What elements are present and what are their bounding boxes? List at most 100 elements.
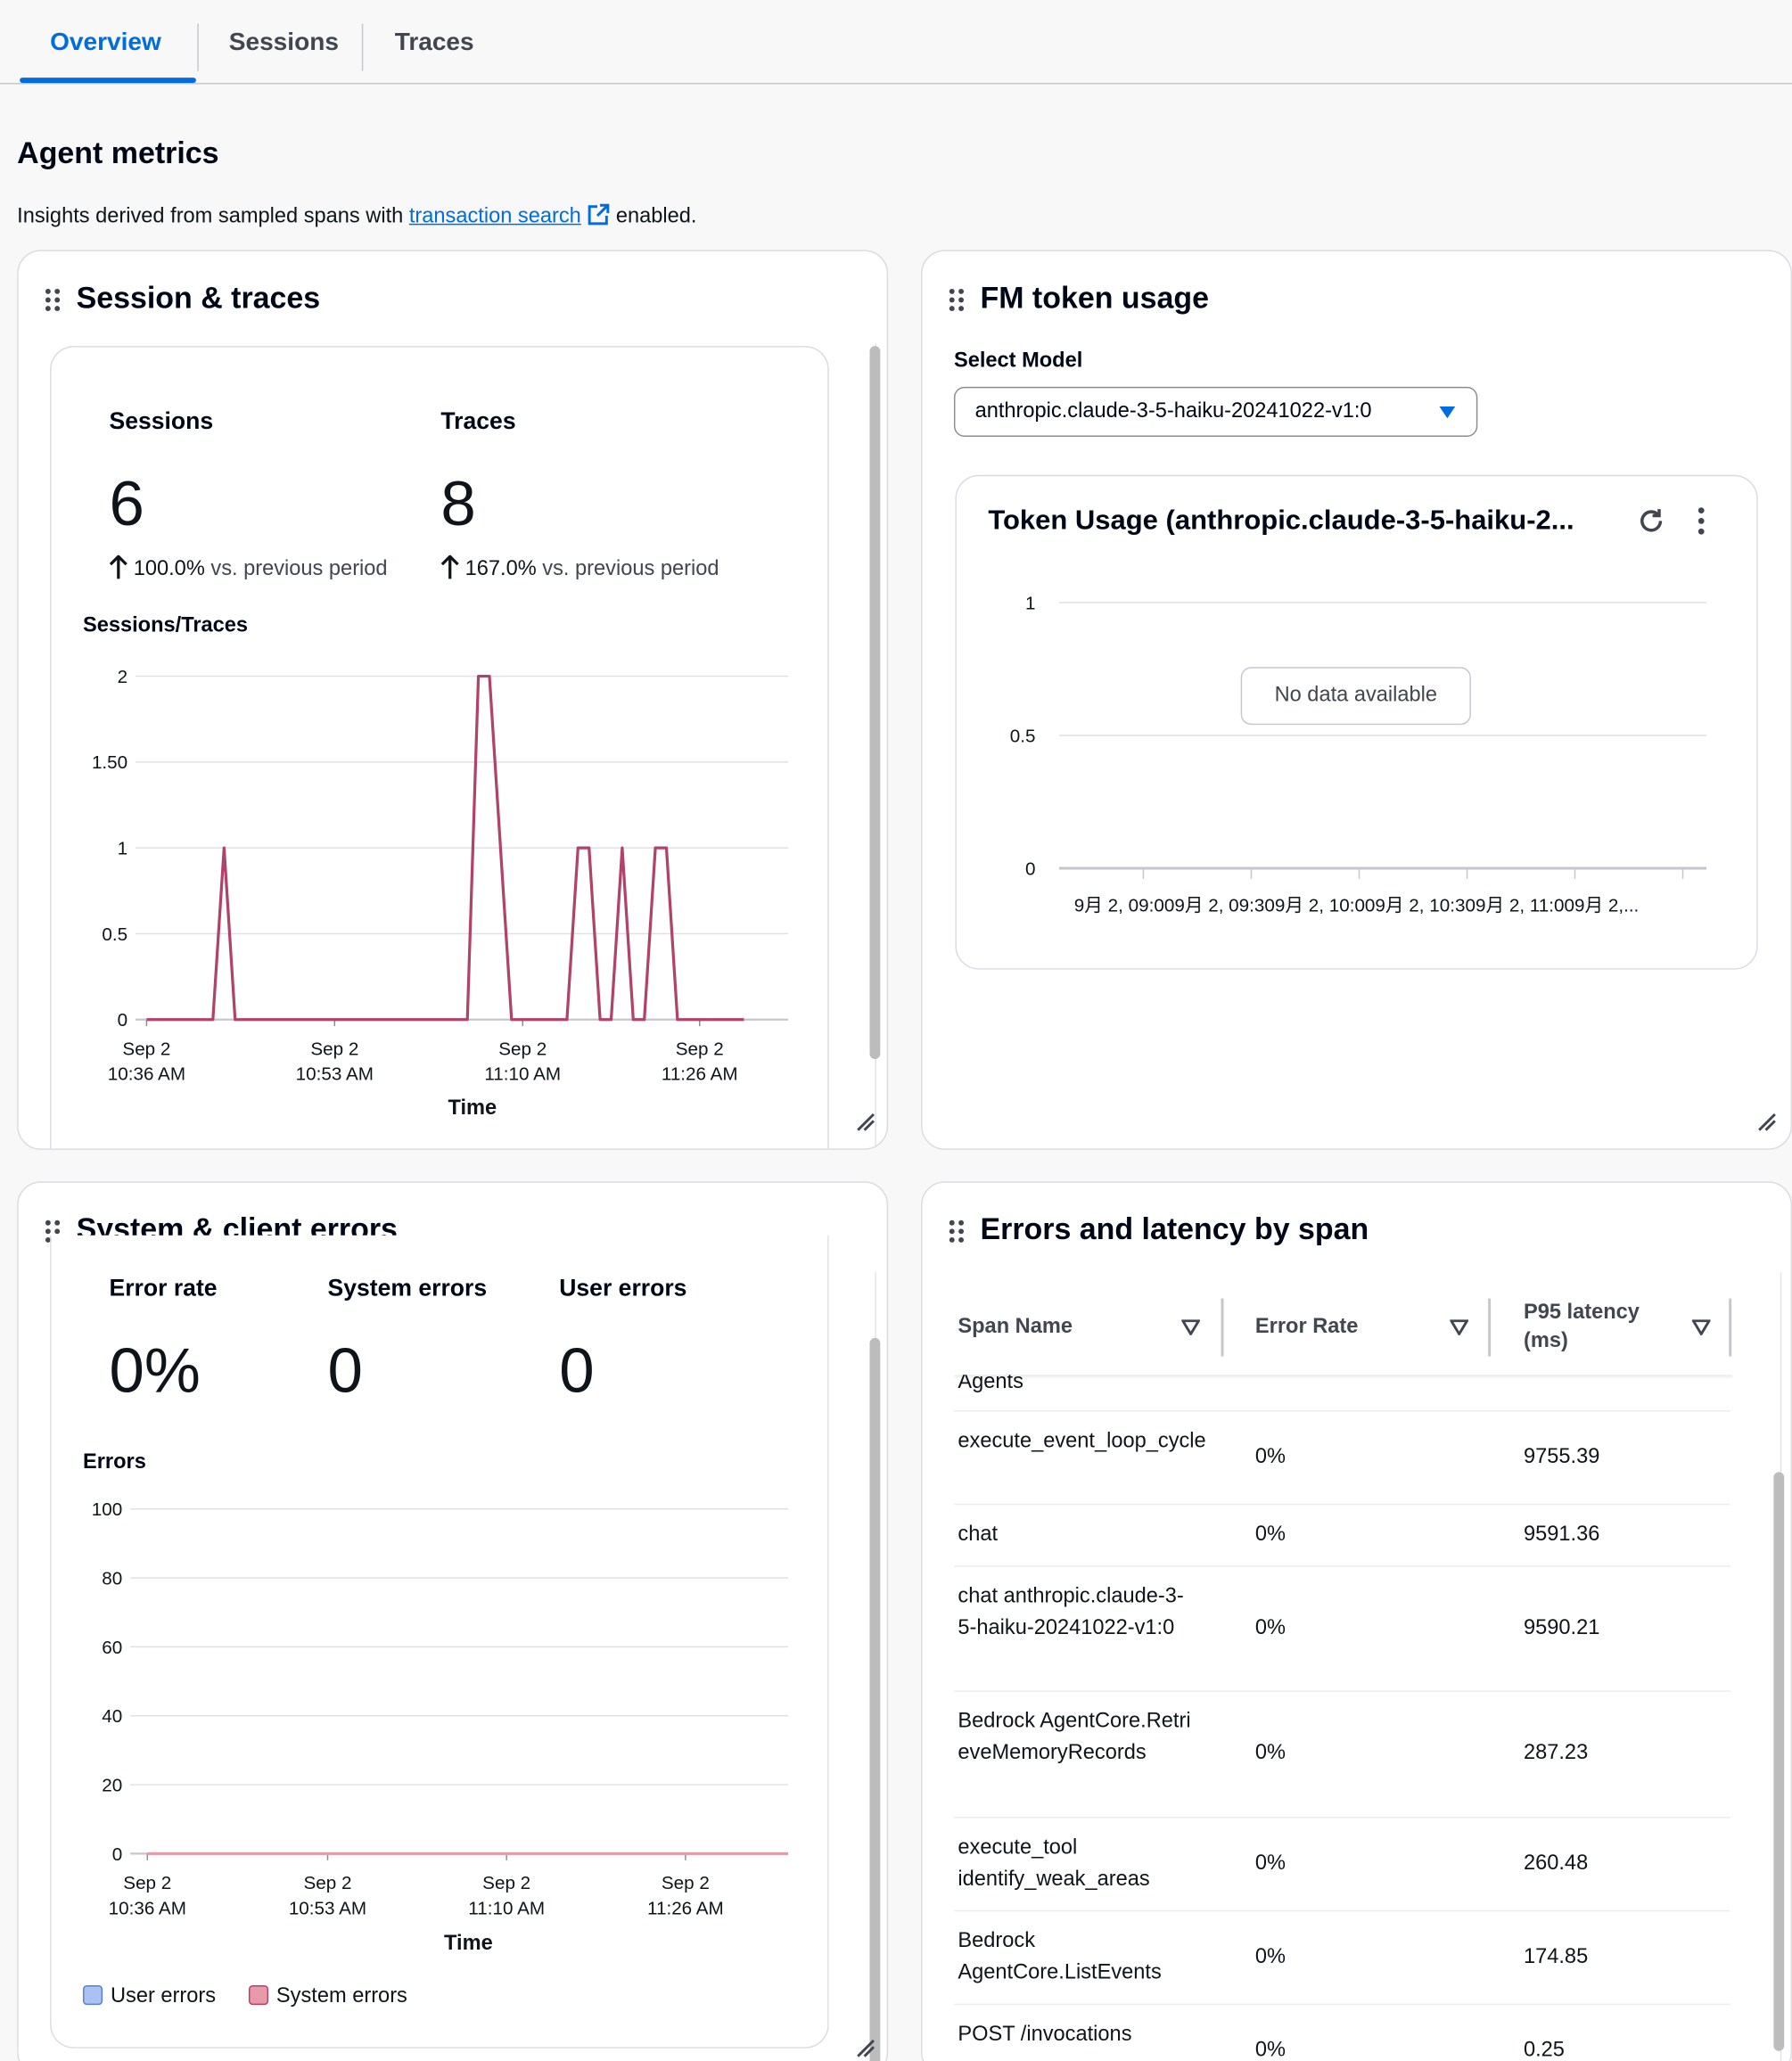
delta-suffix: vs. previous period: [210, 557, 388, 580]
user-errors-value: 0: [559, 1336, 595, 1407]
chart-title: Errors: [82, 1450, 146, 1474]
description-prefix: Insights derived from sampled spans with: [17, 205, 404, 228]
errors-latency-panel: Errors and latency by span Span Name Err…: [921, 1181, 1792, 2061]
x-tick-label: Sep 2: [303, 1873, 351, 1893]
sort-icon[interactable]: [1181, 1319, 1200, 1335]
table-row[interactable]: chat anthropic.claude-3-5-haiku-20241022…: [953, 1567, 1730, 1692]
sessions-value: 6: [109, 469, 144, 540]
more-options-icon[interactable]: [1688, 505, 1714, 537]
panel-title: Errors and latency by span: [980, 1211, 1369, 1246]
error-rate-cell: 0%: [1254, 2039, 1286, 2061]
user-errors-label: User errors: [559, 1275, 687, 1301]
description-suffix: enabled.: [615, 205, 697, 228]
span-name-cell: POST /invocations: [958, 2023, 1132, 2046]
table-row[interactable]: Bedrock AgentCore.RetrieveMemoryRecords …: [953, 1692, 1730, 1819]
column-divider[interactable]: [1488, 1298, 1492, 1357]
traces-delta-pct: 167.0%: [464, 557, 537, 580]
model-select-value: anthropic.claude-3-5-haiku-20241022-v1:0: [974, 399, 1372, 423]
scrollbar[interactable]: [1773, 1472, 1785, 2051]
y-tick-label: 0.5: [1010, 726, 1036, 746]
y-tick-label: 80: [102, 1568, 122, 1589]
tab-bar: Overview Sessions Traces: [0, 0, 1792, 85]
column-divider[interactable]: [1221, 1298, 1224, 1357]
column-header-error-rate[interactable]: Error Rate: [1254, 1315, 1359, 1338]
y-tick-label: 20: [102, 1775, 122, 1795]
legend-system-errors[interactable]: System errors: [248, 1984, 407, 2009]
table-row[interactable]: Bedrock AgentCore.ListEvents 0% 174.85: [953, 1911, 1730, 2006]
tab-divider: [197, 23, 199, 71]
error-rate-cell: 0%: [1254, 1945, 1286, 1968]
resize-handle-icon[interactable]: [1756, 1112, 1778, 1133]
x-tick-label: 10:53 AM: [289, 1898, 366, 1918]
error-rate-cell: 0%: [1254, 1523, 1286, 1547]
scrollbar[interactable]: [869, 346, 881, 1060]
sort-icon[interactable]: [1691, 1319, 1711, 1335]
scrollbar[interactable]: [869, 1337, 881, 2061]
traces-value: 8: [440, 469, 476, 540]
x-tick-label: Sep 2: [676, 1039, 724, 1060]
y-tick-label: 100: [92, 1499, 122, 1520]
x-axis-label: Time: [448, 1096, 497, 1120]
span-name-cell: chat anthropic.claude-3-5-haiku-20241022…: [958, 1585, 1184, 1639]
span-table: Span Name Error Rate P95 latency (ms) Ag…: [953, 1272, 1733, 2061]
resize-handle-icon[interactable]: [855, 1112, 876, 1133]
token-usage-chart: 1 0.5 0 9月 2, 09:009月 2, 09:309月 2, 10:009月…: [1010, 593, 1707, 916]
tab-active-indicator: [20, 78, 196, 83]
tab-traces[interactable]: Traces: [394, 29, 474, 57]
x-tick-label: 10:53 AM: [296, 1064, 374, 1085]
p95-latency-cell: 9755.39: [1523, 1445, 1600, 1468]
chart-title: Sessions/Traces: [82, 614, 249, 637]
external-link-icon[interactable]: [587, 202, 611, 226]
arrow-up-icon: [109, 554, 127, 579]
error-rate-cell: 0%: [1254, 1445, 1286, 1468]
error-rate-label: Error rate: [109, 1275, 218, 1301]
legend-swatch: [248, 1984, 269, 2006]
x-tick-label: Sep 2: [310, 1039, 358, 1060]
table-row[interactable]: execute_tool identify_weak_areas 0% 260.…: [953, 1819, 1730, 1912]
error-rate-cell: 0%: [1254, 1852, 1286, 1876]
y-tick-label: 0: [1025, 858, 1035, 879]
y-tick-label: 0: [112, 1844, 123, 1865]
tab-sessions[interactable]: Sessions: [228, 29, 339, 57]
widget-title: Token Usage (anthropic.claude-3-5-haiku-…: [988, 505, 1574, 536]
table-row[interactable]: chat 0% 9591.36: [953, 1505, 1730, 1567]
table-row[interactable]: execute_event_loop_cycle 0% 9755.39: [953, 1412, 1730, 1506]
tab-overview[interactable]: Overview: [50, 29, 161, 57]
model-select[interactable]: anthropic.claude-3-5-haiku-20241022-v1:0: [953, 386, 1478, 437]
system-errors-label: System errors: [327, 1275, 488, 1301]
legend-user-errors[interactable]: User errors: [82, 1984, 216, 2009]
p95-latency-cell: 174.85: [1523, 1945, 1589, 1968]
resize-handle-icon[interactable]: [855, 2038, 876, 2059]
y-tick-label: 1.50: [92, 752, 127, 773]
sessions-delta-pct: 100.0%: [133, 557, 205, 580]
traces-delta: 167.0% vs. previous period: [440, 554, 719, 582]
sessions-label: Sessions: [109, 407, 214, 435]
drag-handle-icon[interactable]: [45, 288, 61, 312]
refresh-icon[interactable]: [1635, 505, 1666, 537]
sessions-delta: 100.0% vs. previous period: [109, 554, 388, 582]
x-tick-label: Sep 2: [122, 1039, 170, 1060]
panel-title: Session & traces: [76, 280, 321, 315]
x-tick-label: Sep 2: [662, 1873, 710, 1893]
page-description: Insights derived from sampled spans with…: [17, 202, 696, 229]
p95-latency-cell: 287.23: [1523, 1741, 1589, 1765]
drag-handle-icon[interactable]: [949, 1219, 965, 1244]
table-row[interactable]: POST /invocations 0% 0.25: [954, 2005, 1730, 2061]
drag-handle-icon[interactable]: [949, 288, 965, 312]
column-header-p95-latency[interactable]: P95 latency (ms): [1523, 1301, 1640, 1353]
legend-swatch: [82, 1984, 103, 2006]
errors-chart: 0 20 40 60 80 100 Sep 2 10:36 AM Sep 2 10:53 AM Se…: [92, 1499, 789, 1955]
span-name-cell: chat: [958, 1523, 999, 1547]
y-tick-label: 2: [118, 667, 128, 687]
arrow-up-icon: [440, 554, 459, 579]
x-tick-label: 11:10 AM: [484, 1064, 561, 1085]
transaction-search-link[interactable]: transaction search: [408, 205, 581, 228]
x-tick-label: Sep 2: [498, 1039, 547, 1060]
column-header-span-name[interactable]: Span Name: [958, 1315, 1073, 1338]
column-divider[interactable]: [1729, 1298, 1732, 1357]
page-title: Agent metrics: [17, 135, 219, 170]
y-tick-label: 0.5: [102, 924, 127, 945]
y-tick-label: 1: [118, 839, 128, 859]
sort-icon[interactable]: [1450, 1319, 1468, 1335]
system-client-errors-panel: System & client errors Error rate 0% Sys…: [17, 1181, 889, 2061]
